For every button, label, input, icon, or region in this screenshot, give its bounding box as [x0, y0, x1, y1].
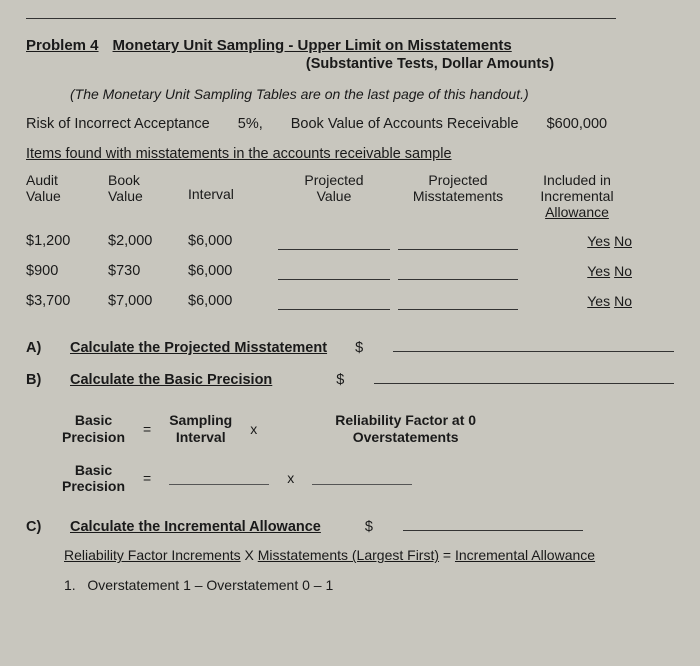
parameters-row: Risk of Incorrect Acceptance 5%, Book Va… [26, 116, 674, 132]
blank-projected-misstatements[interactable] [398, 232, 518, 250]
items-header: Items found with misstatements in the ac… [26, 146, 674, 162]
basic-precision-label: BasicPrecision [62, 412, 125, 446]
basic-precision-calc: BasicPrecision = x [62, 462, 674, 496]
risk-value: 5%, [238, 116, 263, 132]
yes-no-choice[interactable]: YesNo [522, 256, 632, 286]
section-a: A) Calculate the Projected Misstatement … [26, 336, 674, 356]
table-cell-interval: $6,000 [188, 226, 274, 256]
col-book-value: BookValue [108, 172, 188, 226]
col-projected-misstatements: ProjectedMisstatements [394, 172, 522, 226]
problem-label: Problem 4 [26, 37, 99, 54]
col-audit-value: AuditValue [26, 172, 108, 226]
eq-part-4: = [439, 547, 455, 563]
section-a-letter: A) [26, 340, 50, 356]
section-c-blank[interactable] [403, 515, 583, 531]
bookvalue-value: $600,000 [547, 116, 607, 132]
table-cell-book: $2,000 [108, 226, 188, 256]
section-a-title: Calculate the Projected Misstatement [70, 340, 327, 356]
col-projected-value: ProjectedValue [274, 172, 394, 226]
misstatements-table: AuditValue BookValue Interval ProjectedV… [26, 172, 674, 316]
basic-precision-formula: BasicPrecision = SamplingInterval x Reli… [62, 412, 674, 446]
section-b-blank[interactable] [374, 368, 674, 384]
sampling-interval-blank[interactable] [169, 471, 269, 485]
title-sub: (Substantive Tests, Dollar Amounts) [186, 56, 674, 72]
equals-sign: = [143, 470, 151, 486]
table-cell-book: $7,000 [108, 286, 188, 316]
eq-part-5: Incremental Allowance [455, 547, 595, 563]
table-cell-audit: $1,200 [26, 226, 108, 256]
table-cell-interval: $6,000 [188, 256, 274, 286]
section-c-letter: C) [26, 519, 50, 535]
section-c-title: Calculate the Incremental Allowance [70, 519, 321, 535]
risk-label: Risk of Incorrect Acceptance [26, 116, 210, 132]
section-b-letter: B) [26, 372, 50, 388]
section-c: C) Calculate the Incremental Allowance $ [26, 515, 674, 535]
incremental-equation: Reliability Factor Increments X Misstate… [64, 547, 674, 563]
ov-num: 1. [64, 577, 76, 593]
blank-projected-value[interactable] [278, 292, 390, 310]
equals-sign: = [143, 421, 151, 437]
times-sign: x [287, 470, 294, 486]
eq-part-1: Reliability Factor Increments [64, 547, 241, 563]
blank-projected-value[interactable] [278, 232, 390, 250]
ov-text: Overstatement 1 – Overstatement 0 – 1 [87, 577, 333, 593]
table-cell-audit: $3,700 [26, 286, 108, 316]
dollar-sign: $ [355, 340, 363, 356]
reliability-factor-label: Reliability Factor at 0Overstatements [335, 412, 476, 446]
handout-note: (The Monetary Unit Sampling Tables are o… [70, 86, 674, 102]
dollar-sign: $ [365, 519, 373, 535]
section-b-title: Calculate the Basic Precision [70, 372, 272, 388]
times-sign: x [250, 421, 257, 437]
section-b: B) Calculate the Basic Precision $ [26, 368, 674, 388]
yes-no-choice[interactable]: YesNo [522, 226, 632, 256]
basic-precision-label: BasicPrecision [62, 462, 125, 496]
overstatement-line: 1. Overstatement 1 – Overstatement 0 – 1 [64, 577, 674, 593]
bookvalue-label: Book Value of Accounts Receivable [291, 116, 519, 132]
blank-projected-misstatements[interactable] [398, 262, 518, 280]
table-cell-interval: $6,000 [188, 286, 274, 316]
reliability-blank[interactable] [312, 471, 412, 485]
title-main: Monetary Unit Sampling - Upper Limit on … [113, 37, 512, 54]
title-row: Problem 4 Monetary Unit Sampling - Upper… [26, 37, 674, 54]
eq-part-3: Misstatements (Largest First) [258, 547, 439, 563]
eq-part-2: X [241, 547, 258, 563]
table-cell-book: $730 [108, 256, 188, 286]
table-cell-audit: $900 [26, 256, 108, 286]
dollar-sign: $ [336, 372, 344, 388]
yes-no-choice[interactable]: YesNo [522, 286, 632, 316]
blank-projected-misstatements[interactable] [398, 292, 518, 310]
sampling-interval-label: SamplingInterval [169, 412, 232, 446]
col-interval: Interval [188, 172, 274, 226]
col-incremental-allowance: Included inIncrementalAllowance [522, 172, 632, 226]
blank-projected-value[interactable] [278, 262, 390, 280]
page-top-rule [26, 18, 616, 19]
section-a-blank[interactable] [393, 336, 674, 352]
